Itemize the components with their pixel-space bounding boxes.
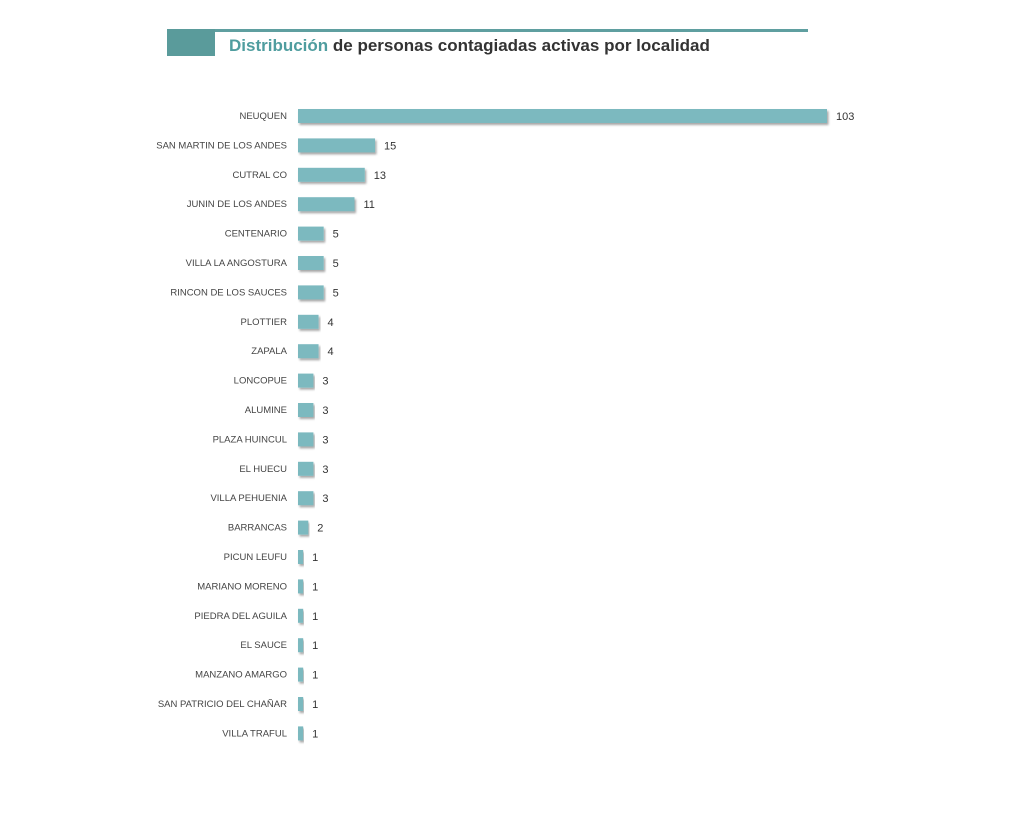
value-label: 1 (312, 699, 318, 711)
bar (298, 667, 304, 682)
value-label: 2 (317, 523, 323, 535)
category-label: MANZANO AMARGO (195, 670, 287, 681)
bar (298, 579, 304, 594)
category-label: SAN MARTIN DE LOS ANDES (156, 140, 287, 151)
bar (298, 373, 314, 388)
value-label: 1 (312, 728, 318, 740)
value-label: 1 (312, 611, 318, 623)
category-label: VILLA PEHUENIA (210, 493, 287, 504)
bar (298, 285, 324, 300)
bar (298, 608, 304, 623)
value-label: 3 (322, 434, 328, 446)
value-label: 1 (312, 670, 318, 682)
bar (298, 256, 324, 270)
value-label: 3 (322, 464, 328, 476)
category-label: CUTRAL CO (232, 170, 287, 181)
value-label: 4 (328, 346, 334, 358)
category-label: PIEDRA DEL AGUILA (194, 611, 287, 622)
category-label: VILLA LA ANGOSTURA (186, 258, 288, 269)
title-highlight: Distribución (229, 36, 329, 55)
bar (298, 520, 309, 535)
category-label: PICUN LEUFU (224, 552, 287, 563)
bar (298, 638, 304, 653)
value-label: 5 (333, 229, 339, 241)
value-label: 5 (333, 258, 339, 270)
bar (298, 550, 304, 564)
value-label: 3 (322, 405, 328, 417)
category-label: PLOTTIER (241, 317, 288, 328)
bar (298, 226, 324, 241)
bar (298, 344, 319, 359)
value-label: 13 (374, 170, 386, 182)
title-accent-block (167, 29, 215, 56)
category-label: MARIANO MORENO (197, 581, 287, 592)
category-label: EL HUECU (239, 464, 287, 475)
category-label: CENTENARIO (225, 229, 287, 240)
bar (298, 167, 365, 182)
value-label: 3 (322, 376, 328, 388)
value-label: 1 (312, 552, 318, 564)
value-label: 3 (322, 493, 328, 505)
value-label: 1 (312, 581, 318, 593)
bar (298, 726, 304, 741)
category-label: BARRANCAS (228, 523, 287, 534)
category-label: ALUMINE (245, 405, 287, 416)
value-label: 1 (312, 640, 318, 652)
chart-title: Distribución de personas contagiadas act… (229, 36, 710, 56)
value-label: 5 (333, 287, 339, 299)
bar (298, 432, 314, 447)
bar (298, 461, 314, 476)
bar (298, 314, 319, 329)
title-rest: de personas contagiadas activas por loca… (328, 36, 710, 55)
value-label: 4 (328, 317, 334, 329)
value-label: 15 (384, 140, 396, 152)
category-label: PLAZA HUINCUL (213, 434, 287, 445)
bar (298, 697, 304, 711)
category-label: VILLA TRAFUL (222, 728, 287, 739)
category-label: SAN PATRICIO DEL CHAÑAR (158, 699, 287, 710)
category-label: NEUQUEN (239, 111, 287, 122)
category-label: LONCOPUE (234, 376, 287, 387)
category-label: RINCON DE LOS SAUCES (170, 287, 287, 298)
bar (298, 491, 314, 506)
title-rule (167, 29, 808, 32)
value-label: 11 (363, 199, 374, 211)
bar (298, 109, 827, 123)
category-label: JUNIN DE LOS ANDES (187, 199, 287, 210)
value-label: 103 (836, 111, 854, 123)
category-label: EL SAUCE (240, 640, 287, 651)
bar (298, 138, 376, 153)
bar (298, 403, 314, 417)
category-label: ZAPALA (251, 346, 287, 357)
bar (298, 197, 355, 212)
